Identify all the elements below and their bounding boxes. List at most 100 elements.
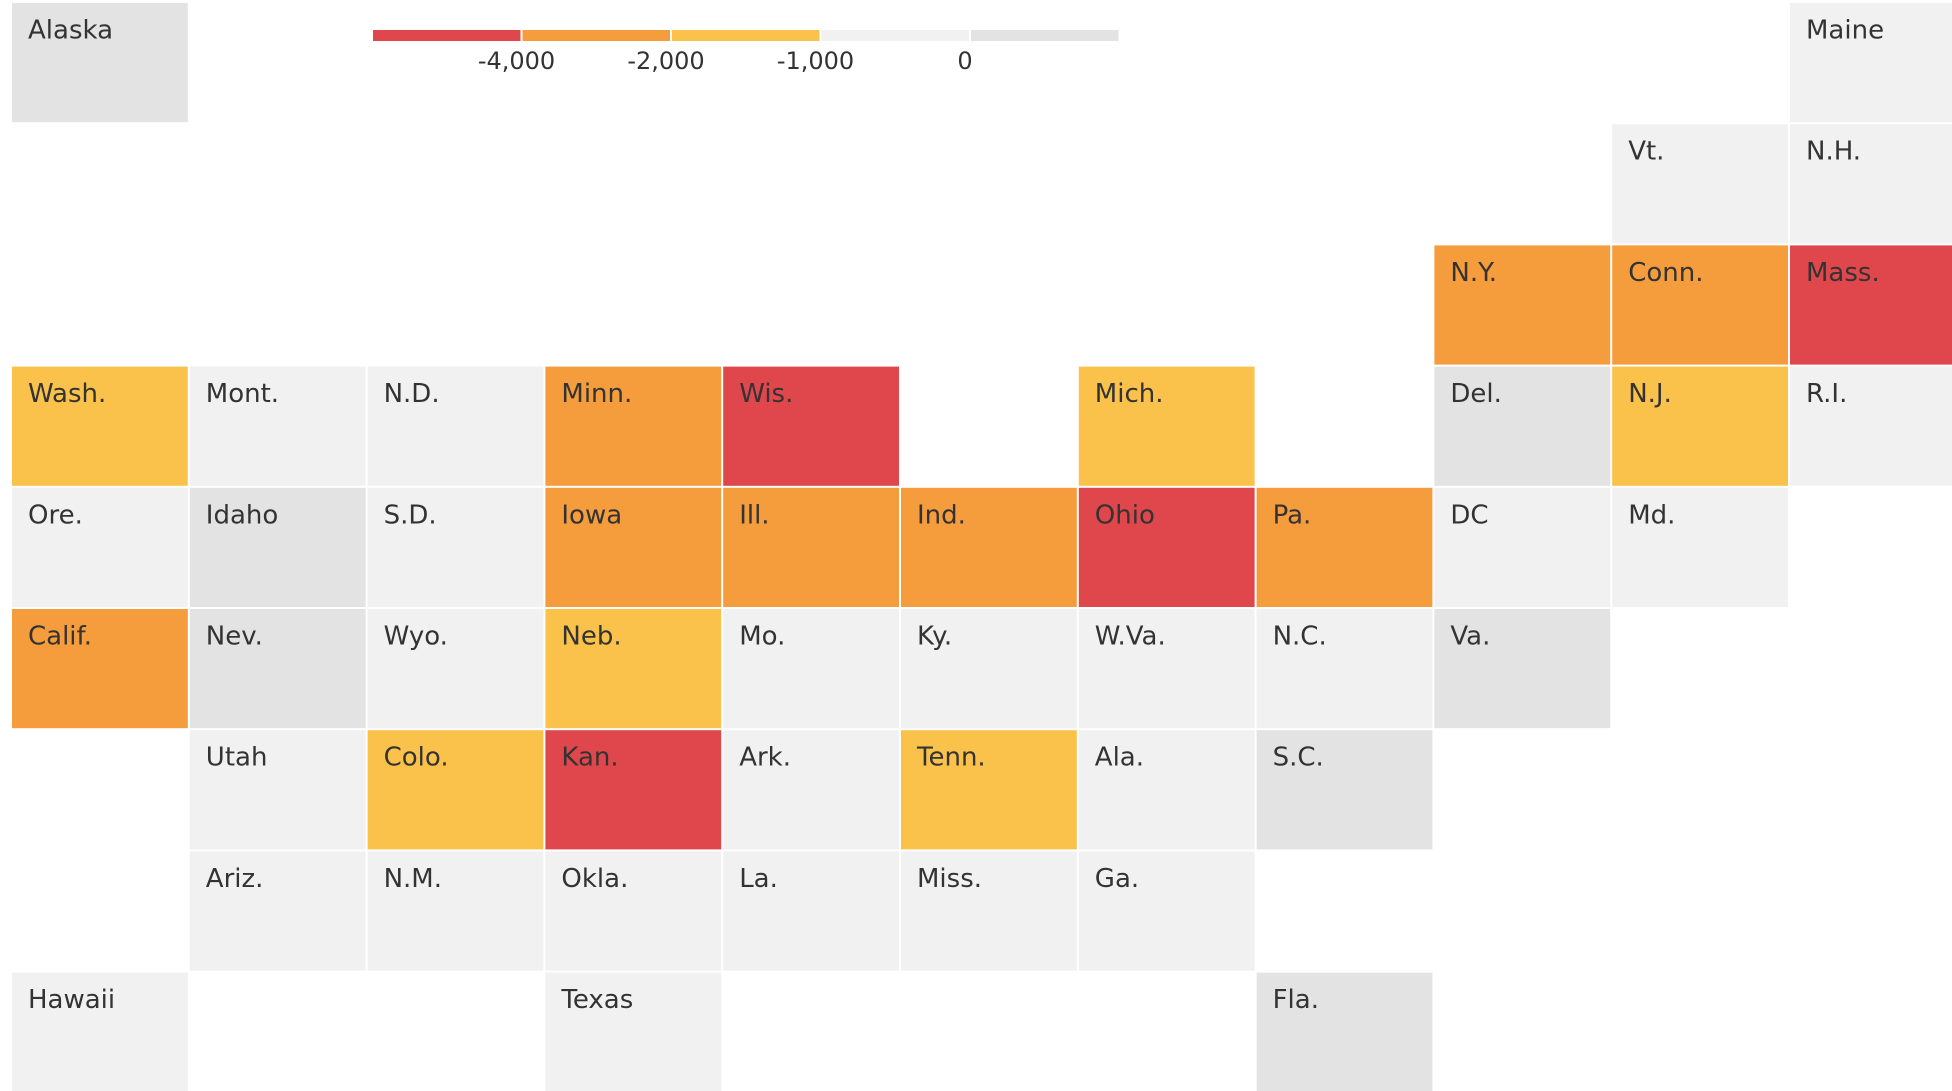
state-label: Mich. bbox=[1095, 379, 1164, 409]
state-label: Tenn. bbox=[916, 743, 986, 773]
state-label: S.C. bbox=[1273, 743, 1324, 773]
state-label: Neb. bbox=[561, 622, 621, 652]
state-tile bbox=[1790, 366, 1952, 486]
state-label: N.J. bbox=[1628, 379, 1672, 409]
state-label: Ark. bbox=[739, 743, 791, 773]
state-tile bbox=[189, 609, 366, 729]
state-tile bbox=[367, 730, 544, 850]
state-label: Maine bbox=[1806, 16, 1884, 46]
legend-tick-label: 0 bbox=[957, 47, 972, 75]
state-tile bbox=[1434, 487, 1611, 607]
state-label: Idaho bbox=[206, 500, 278, 530]
state-label: Calif. bbox=[28, 622, 92, 652]
state-tile bbox=[545, 366, 722, 486]
state-label: Md. bbox=[1628, 500, 1675, 530]
state-tile bbox=[901, 730, 1077, 850]
state-tile bbox=[1256, 609, 1433, 729]
state-label: Mont. bbox=[206, 379, 279, 409]
state-tile bbox=[901, 851, 1077, 971]
state-tile bbox=[1078, 730, 1255, 850]
state-tile bbox=[1434, 366, 1611, 486]
state-tile bbox=[901, 609, 1077, 729]
state-label: N.M. bbox=[384, 864, 442, 894]
state-label: Hawaii bbox=[28, 985, 115, 1015]
state-label: W.Va. bbox=[1095, 622, 1166, 652]
state-tile bbox=[367, 487, 544, 607]
state-tile bbox=[367, 851, 544, 971]
state-label: Texas bbox=[560, 985, 633, 1015]
state-label: Ky. bbox=[917, 622, 952, 652]
legend-swatch bbox=[522, 30, 670, 41]
state-label: Wis. bbox=[739, 379, 793, 409]
legend-swatch bbox=[971, 30, 1119, 41]
state-tile bbox=[367, 366, 544, 486]
state-label: Ariz. bbox=[206, 864, 264, 894]
state-label: N.H. bbox=[1806, 137, 1861, 167]
state-tile bbox=[12, 609, 188, 729]
state-label: Utah bbox=[206, 743, 268, 773]
state-label: N.Y. bbox=[1450, 258, 1497, 288]
state-tile bbox=[1256, 487, 1433, 607]
state-label: Vt. bbox=[1628, 137, 1664, 167]
state-tile bbox=[723, 609, 899, 729]
state-tile bbox=[723, 487, 899, 607]
state-label: Alaska bbox=[28, 16, 113, 46]
state-label: Iowa bbox=[561, 500, 622, 530]
state-label: Colo. bbox=[384, 743, 449, 773]
state-tile bbox=[545, 851, 722, 971]
state-tile bbox=[1078, 366, 1255, 486]
state-label: Ohio bbox=[1095, 500, 1155, 530]
state-tile bbox=[1434, 245, 1611, 365]
state-label: Va. bbox=[1450, 622, 1490, 652]
state-label: Ind. bbox=[917, 500, 966, 530]
state-tile bbox=[723, 730, 899, 850]
state-tile bbox=[367, 609, 544, 729]
state-tile bbox=[1790, 245, 1952, 365]
state-label: Kan. bbox=[561, 743, 618, 773]
state-tile bbox=[1078, 609, 1255, 729]
state-tile bbox=[1078, 487, 1255, 607]
state-tile bbox=[1256, 972, 1433, 1091]
state-tile bbox=[1078, 851, 1255, 971]
state-tile bbox=[12, 972, 188, 1091]
state-tile bbox=[1790, 124, 1952, 244]
state-tile bbox=[12, 487, 188, 607]
state-tile bbox=[189, 851, 366, 971]
state-label: Wash. bbox=[28, 379, 106, 409]
state-label: Wyo. bbox=[384, 622, 448, 652]
state-label: Miss. bbox=[917, 864, 982, 894]
state-tile bbox=[189, 366, 366, 486]
state-label: Fla. bbox=[1273, 985, 1319, 1015]
state-tile bbox=[12, 3, 188, 123]
state-tile bbox=[545, 487, 722, 607]
state-tile bbox=[1256, 730, 1433, 850]
state-label: DC bbox=[1450, 500, 1488, 530]
legend-swatch bbox=[672, 30, 820, 41]
legend-tick-label: -4,000 bbox=[478, 47, 555, 75]
state-label: Minn. bbox=[561, 379, 632, 409]
state-label: R.I. bbox=[1806, 379, 1847, 409]
state-label: N.C. bbox=[1273, 622, 1327, 652]
state-tile bbox=[1434, 609, 1611, 729]
state-label: Ore. bbox=[28, 500, 83, 530]
state-tile bbox=[723, 366, 899, 486]
state-tile bbox=[1612, 124, 1788, 244]
state-tile bbox=[723, 851, 899, 971]
state-tile bbox=[545, 972, 722, 1091]
state-label: Mo. bbox=[739, 622, 785, 652]
legend-swatch bbox=[373, 30, 521, 41]
state-tile bbox=[1612, 487, 1788, 607]
state-label: Mass. bbox=[1806, 258, 1880, 288]
state-tile bbox=[1790, 3, 1952, 123]
state-label: Conn. bbox=[1628, 258, 1703, 288]
state-tile bbox=[545, 730, 722, 850]
state-tile bbox=[189, 487, 366, 607]
state-label: Okla. bbox=[561, 864, 628, 894]
legend-swatch bbox=[821, 30, 969, 41]
state-label: Nev. bbox=[206, 622, 263, 652]
state-label: Del. bbox=[1450, 379, 1502, 409]
state-label: Ill. bbox=[739, 500, 769, 530]
state-label: La. bbox=[739, 864, 778, 894]
state-tile bbox=[1612, 245, 1788, 365]
